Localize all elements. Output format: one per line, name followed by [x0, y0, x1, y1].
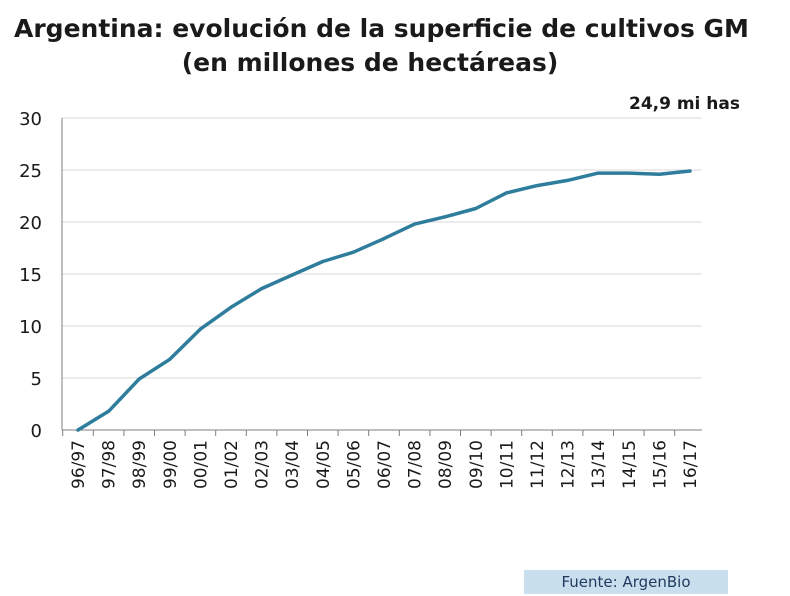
data-point [566, 178, 570, 182]
data-point [76, 428, 80, 432]
x-tick-label: 00/01 [191, 440, 211, 489]
data-point [229, 305, 233, 309]
x-tick-label: 06/07 [375, 440, 395, 489]
data-point [198, 327, 202, 331]
x-tick-label: 15/16 [650, 440, 670, 489]
x-tick-label: 96/97 [69, 440, 89, 489]
data-point [504, 191, 508, 195]
data-point [321, 259, 325, 264]
data-point [443, 215, 447, 219]
x-tick-label: 05/06 [344, 440, 364, 489]
data-point [351, 250, 355, 254]
x-tick-label: 10/11 [497, 440, 517, 489]
x-tick-label: 09/10 [467, 440, 487, 489]
x-tick-label: 08/09 [436, 440, 456, 489]
x-tick-label: 13/14 [589, 440, 609, 489]
x-tick-label: 14/15 [620, 440, 640, 489]
y-tick-label: 10 [19, 317, 42, 338]
y-tick-label: 5 [31, 369, 42, 390]
data-point [137, 377, 141, 381]
data-point [260, 286, 264, 291]
data-point [535, 184, 539, 188]
y-tick-label: 0 [31, 421, 42, 442]
chart-subtitle: (en millones de hectáreas) [181, 48, 559, 77]
data-point [474, 206, 478, 211]
x-tick-label: 04/05 [314, 440, 334, 489]
data-point [382, 237, 386, 241]
data-point [168, 357, 172, 361]
x-tick-label: 98/99 [130, 440, 150, 489]
data-point [107, 409, 111, 413]
data-point [596, 171, 600, 175]
source-label: Fuente: ArgenBio [524, 570, 728, 594]
final-value-annotation: 24,9 mi has [628, 94, 740, 114]
y-tick-label: 30 [19, 109, 42, 130]
x-tick-label: 16/17 [681, 440, 701, 489]
data-point [657, 172, 662, 176]
y-tick-label: 20 [19, 213, 42, 234]
chart-title: Argentina: evolución de la superficie de… [14, 14, 749, 43]
series-line [76, 169, 692, 432]
data-point [627, 171, 631, 175]
x-tick-label: 07/08 [406, 440, 426, 489]
x-tick-label: 12/13 [559, 440, 579, 489]
y-tick-label: 15 [19, 265, 42, 286]
data-point [290, 273, 294, 277]
data-point [413, 222, 417, 226]
x-tick-label: 97/98 [100, 440, 120, 489]
x-tick-label: 03/04 [283, 440, 303, 489]
x-tick-label: 02/03 [253, 440, 273, 489]
y-tick-label: 25 [19, 161, 42, 182]
data-point [688, 169, 692, 173]
x-tick-label: 99/00 [161, 440, 181, 489]
x-tick-label: 01/02 [222, 440, 242, 489]
x-tick-label: 11/12 [528, 440, 548, 489]
